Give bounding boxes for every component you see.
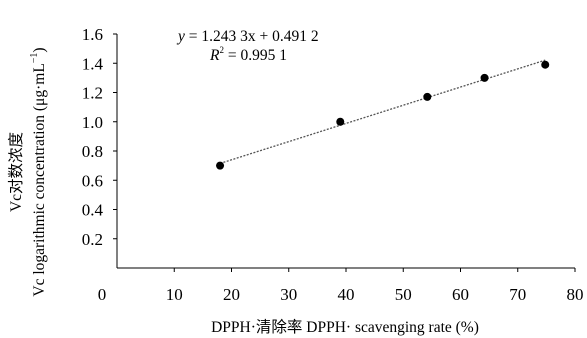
y-tick-label: 0.4	[82, 201, 104, 220]
x-axis-title: DPPH·清除率 DPPH· scavenging rate (%)	[211, 318, 479, 336]
data-point	[480, 73, 489, 82]
x-tick-label: 40	[338, 285, 355, 304]
x-tick-label: 70	[509, 285, 526, 304]
y-tick-label: 1.2	[82, 84, 103, 103]
x-tick-label: 80	[567, 285, 584, 304]
y-tick-label: 0.8	[82, 142, 103, 161]
y-tick-label: 1.4	[82, 54, 104, 73]
r-rhs: = 0.995 1	[224, 47, 287, 64]
y-axis-title-en-main: Vc logarithmic concentration (μg·mL	[31, 63, 48, 296]
x-tick-label: 10	[166, 285, 183, 304]
y-axis-title-en: Vc logarithmic concentration (μg·mL−1)	[29, 47, 48, 296]
y-ticks: 0.2 0.4 0.6 0.8 1.0 1.2 1.4 1.6	[82, 25, 117, 249]
y-axis-title-cn-group: Vc对数浓度	[7, 132, 25, 212]
y-axis-title-cn: Vc对数浓度	[7, 132, 25, 212]
y-tick-label: 0.2	[82, 230, 103, 249]
regression-equation: y = 1.243 3x + 0.491 2 R2 = 0.995 1	[176, 28, 319, 64]
y-tick-label: 1.6	[82, 25, 103, 44]
x-tick-label: 30	[280, 285, 297, 304]
y-tick-label: 1.0	[82, 113, 103, 132]
x-tick-label: 50	[395, 285, 412, 304]
y-axis-title-en-end: )	[31, 47, 48, 52]
r-var: R	[209, 47, 220, 64]
data-point	[336, 117, 345, 126]
trendline	[219, 59, 546, 165]
data-point	[423, 92, 432, 101]
data-points	[216, 60, 550, 170]
y-axis-title-en-group: Vc logarithmic concentration (μg·mL−1)	[29, 47, 48, 296]
y-axis-title-en-sup: −1	[29, 53, 40, 64]
data-point	[216, 161, 225, 170]
x-tick-label: 60	[452, 285, 469, 304]
x-tick-label: 20	[223, 285, 240, 304]
equation-line: y = 1.243 3x + 0.491 2	[176, 28, 319, 45]
x-ticks: 0 10 20 30 40 50 60 70 80	[98, 268, 584, 304]
data-point	[541, 60, 550, 69]
x-tick-label: 0	[98, 285, 107, 304]
y-tick-label: 0.6	[82, 171, 103, 190]
r-sup: 2	[219, 45, 224, 55]
equation-rhs: = 1.243 3x + 0.491 2	[185, 28, 319, 45]
axes	[116, 34, 575, 269]
equation-y-var: y	[176, 28, 185, 45]
r-squared-line: R2 = 0.995 1	[209, 45, 287, 64]
